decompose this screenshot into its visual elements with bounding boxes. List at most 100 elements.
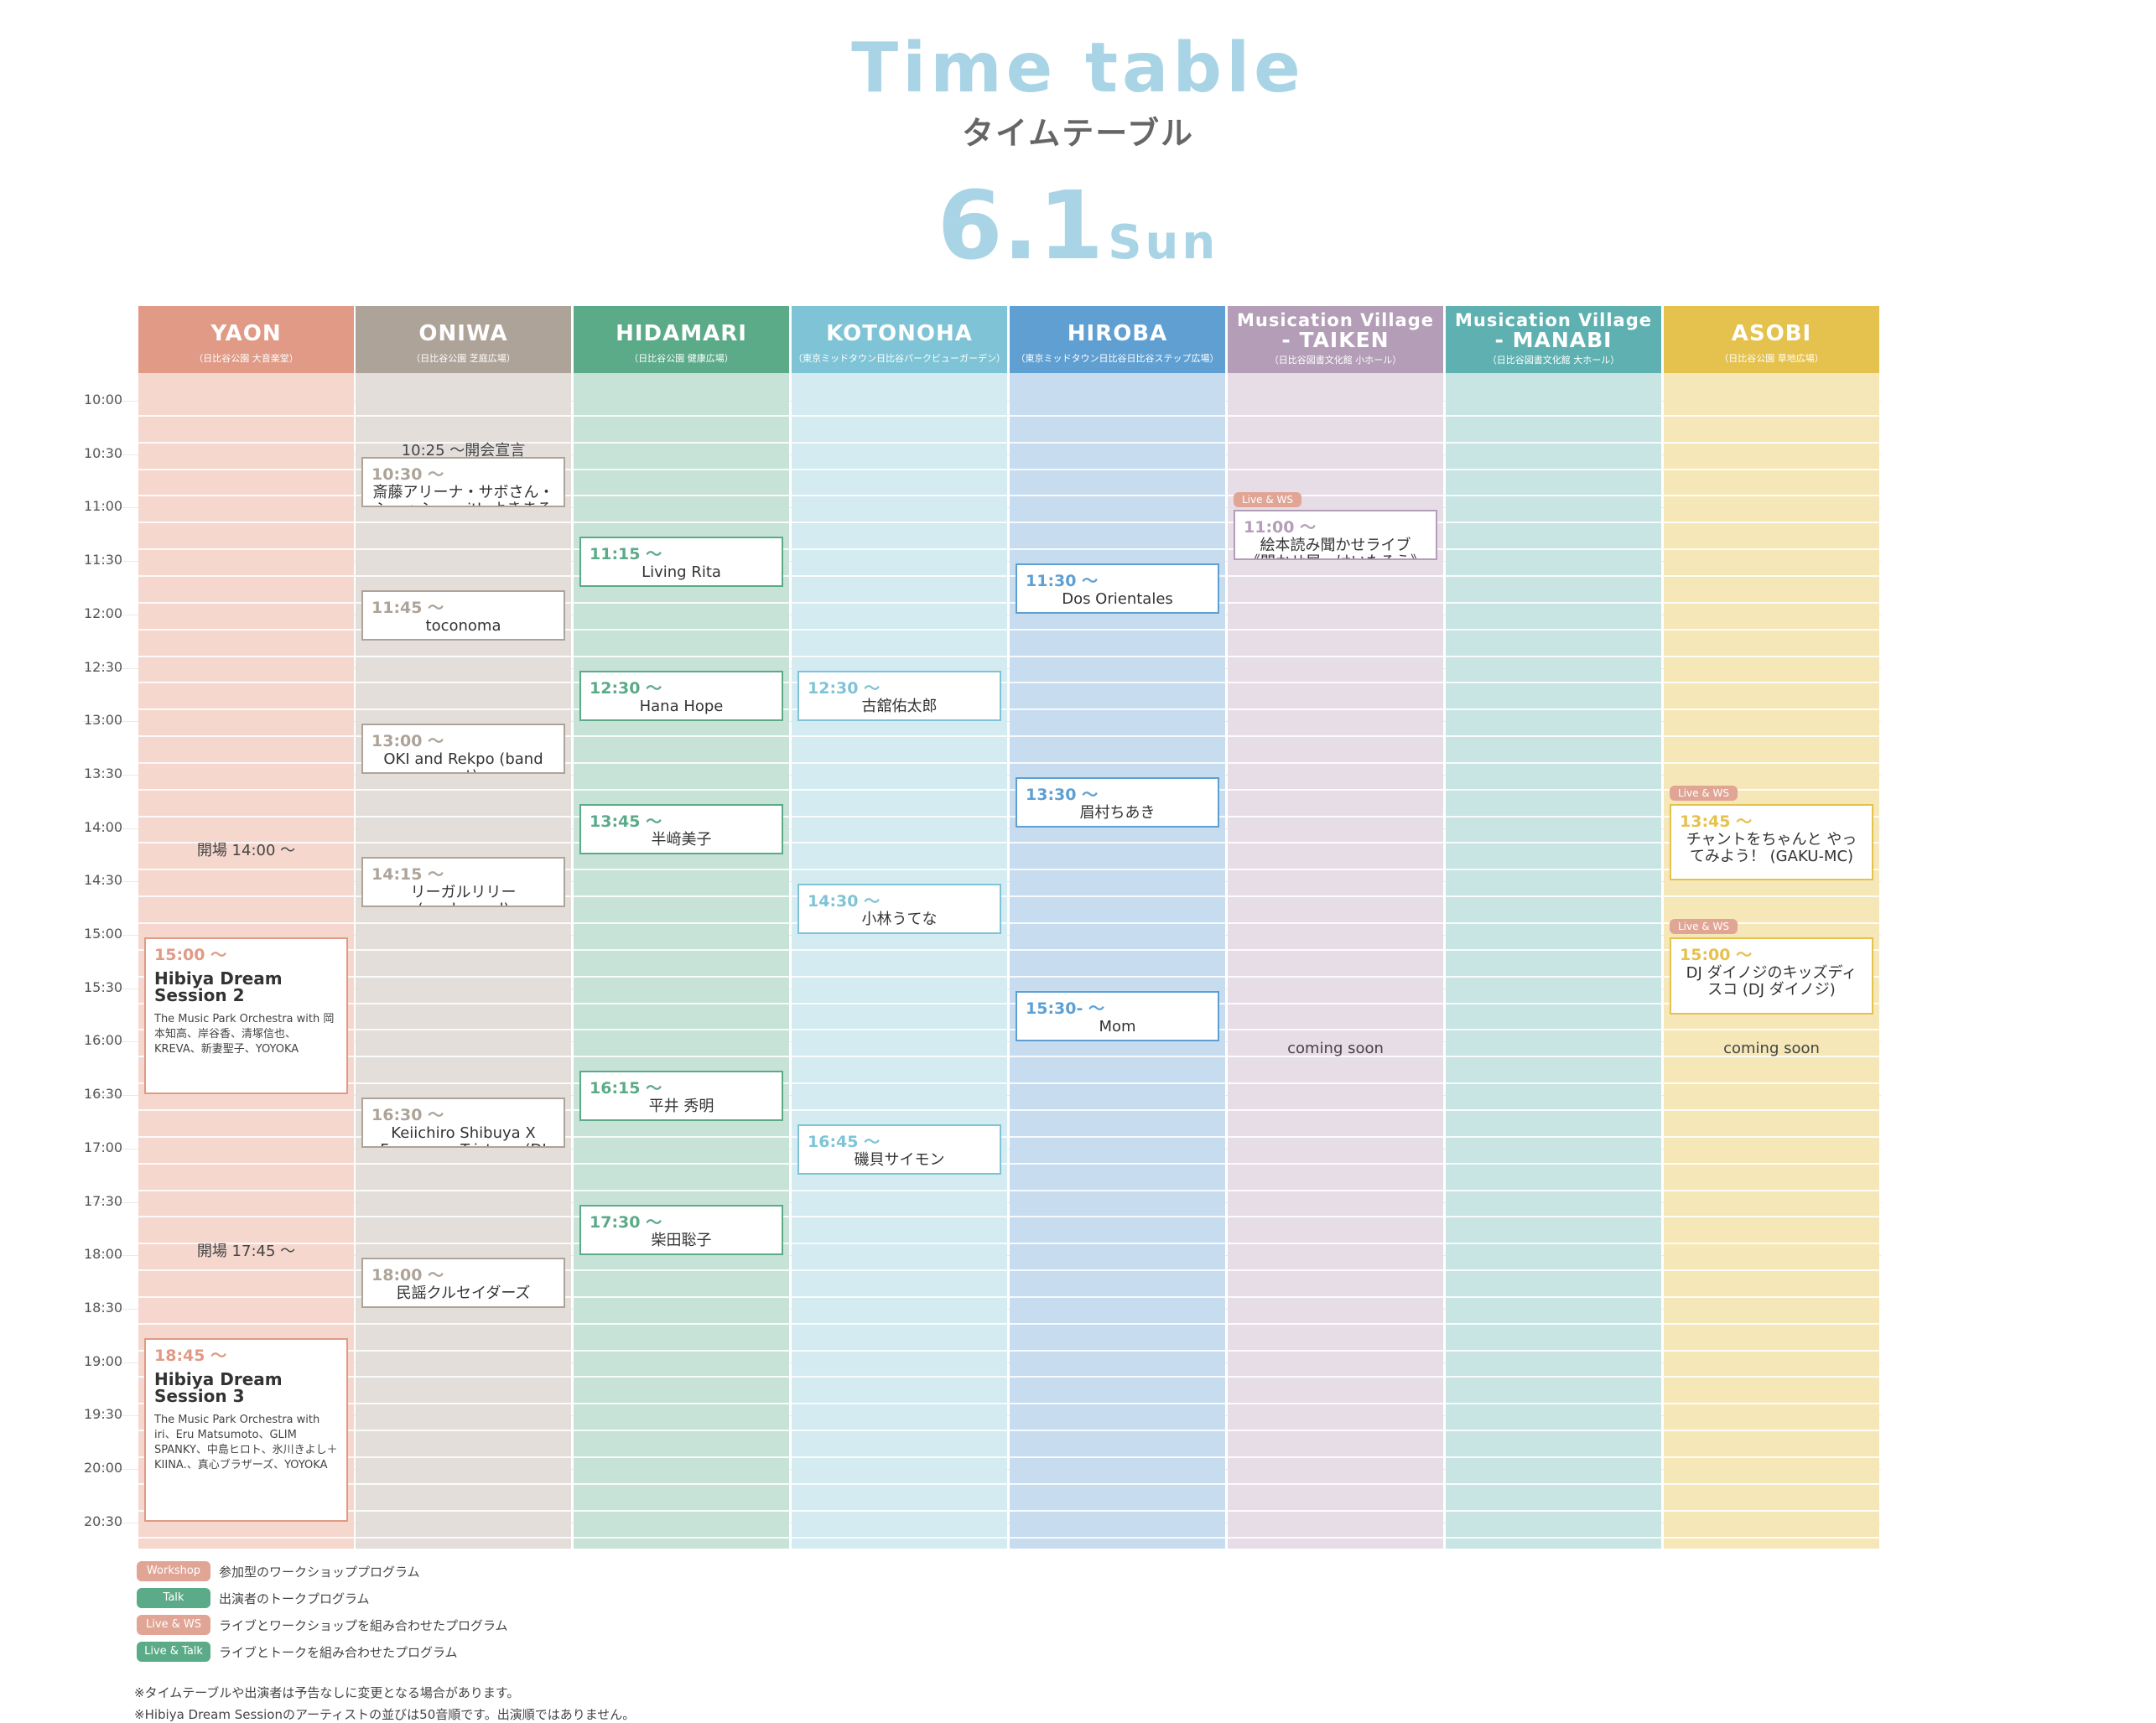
- stage-name: Musication Village - TAIKEN: [1228, 306, 1443, 351]
- row-divider: [574, 1002, 789, 1004]
- row-divider: [138, 414, 354, 417]
- row-divider: [1446, 1509, 1661, 1512]
- row-divider: [138, 628, 354, 631]
- row-divider: [138, 922, 354, 924]
- row-divider: [1228, 1269, 1443, 1272]
- event-time: 13:30 〜: [1026, 785, 1099, 804]
- row-divider: [792, 1430, 1007, 1432]
- row-divider: [356, 1216, 571, 1218]
- page-title-ja: タイムテーブル: [962, 115, 1194, 152]
- stage-header-yaon[interactable]: YAON （日比谷公園 大音楽堂）: [138, 306, 354, 373]
- time-label: 13:30: [84, 765, 123, 781]
- row-divider: [1010, 735, 1225, 738]
- event-time: 13:45 〜: [1680, 812, 1753, 831]
- row-divider: [1664, 1189, 1879, 1191]
- row-divider: [138, 601, 354, 604]
- stage-body: [356, 373, 571, 1549]
- stage-header-hiroba[interactable]: HIROBA （東京ミッドタウン日比谷日比谷ステップ広場）: [1010, 306, 1225, 373]
- row-divider: [1010, 1162, 1225, 1165]
- event-card[interactable]: 16:15 〜平井 秀明: [579, 1071, 783, 1122]
- row-divider: [1664, 1029, 1879, 1031]
- event-card[interactable]: 12:30 〜 Hana Hope: [579, 670, 783, 721]
- time-label: 18:30: [84, 1299, 123, 1316]
- event-card[interactable]: 13:45 〜半﨑美子: [579, 803, 783, 854]
- row-divider: [1228, 922, 1443, 924]
- row-divider: [792, 522, 1007, 524]
- event-card[interactable]: 13:00 〜OKI and Rekpo (band set): [361, 724, 565, 775]
- row-divider: [1010, 1295, 1225, 1298]
- event-name: Keiichiro Shibuya X Francesco Tristano (…: [380, 1124, 546, 1147]
- row-divider: [792, 1295, 1007, 1298]
- row-divider: [574, 601, 789, 604]
- row-divider: [1446, 815, 1661, 817]
- row-divider: [1446, 1295, 1661, 1298]
- event-card[interactable]: 11:00 〜絵本読み聞かせライブ 《聞かせ屋。けいたろう》: [1234, 510, 1437, 561]
- row-divider: [1010, 682, 1225, 684]
- event-card[interactable]: 12:30 〜古舘佑太郎: [797, 670, 1001, 721]
- row-divider: [792, 1509, 1007, 1512]
- row-divider: [1228, 788, 1443, 791]
- row-divider: [138, 708, 354, 711]
- row-divider: [138, 895, 354, 898]
- row-divider: [1446, 468, 1661, 470]
- event-card-large[interactable]: 18:45 〜 Hibiya Dream Session 3 The Music P…: [144, 1337, 348, 1522]
- event-card[interactable]: 14:30 〜小林うてな: [797, 884, 1001, 935]
- event-card[interactable]: 16:30 〜Keiichiro Shibuya X Francesco Tri…: [361, 1098, 565, 1149]
- event-card[interactable]: 18:00 〜民謡クルセイダーズ: [361, 1258, 565, 1309]
- event-card[interactable]: 14:15 〜リーガルリリー (unplugged): [361, 857, 565, 908]
- time-label: 17:00: [84, 1139, 123, 1155]
- row-divider: [1228, 869, 1443, 871]
- row-divider: [356, 522, 571, 524]
- event-card[interactable]: 15:30- 〜 Mom: [1016, 990, 1219, 1041]
- time-label: 13:00: [84, 712, 123, 729]
- row-divider: [356, 1536, 571, 1539]
- stage-column-taiken: Musication Village - TAIKEN （日比谷図書文化館 小ホール…: [1228, 306, 1443, 1549]
- stage-header-asobi[interactable]: ASOBI （日比谷公園 草地広場）: [1664, 306, 1879, 373]
- legend-text: ライブとワークショップを組み合わせたプログラム: [219, 1617, 508, 1633]
- row-divider: [1228, 1243, 1443, 1245]
- row-divider: [1664, 682, 1879, 684]
- event-card[interactable]: 11:15 〜 Living Rita: [579, 537, 783, 588]
- event-card[interactable]: 16:45 〜磯貝サイモン: [797, 1124, 1001, 1175]
- row-divider: [792, 574, 1007, 577]
- row-divider: [1010, 842, 1225, 844]
- row-divider: [792, 1456, 1007, 1458]
- stage-header-taiken[interactable]: Musication Village - TAIKEN （日比谷図書文化館 小ホール…: [1228, 306, 1443, 373]
- event-card[interactable]: 13:45 〜チャントをちゃんと やってみよう！ (GAKU-MC): [1670, 803, 1873, 881]
- row-divider: [356, 1243, 571, 1245]
- stage-name-line1: Musication Village: [1454, 310, 1652, 330]
- row-divider: [138, 735, 354, 738]
- time-label: 15:00: [84, 926, 123, 942]
- event-card-large[interactable]: 15:00 〜 Hibiya Dream Session 2 The Music P…: [144, 937, 348, 1095]
- stage-header-kotonoha[interactable]: KOTONOHA （東京ミッドタウン日比谷パークビューガーデン）: [792, 306, 1007, 373]
- row-divider: [1446, 522, 1661, 524]
- row-divider: [356, 922, 571, 924]
- event-time: 12:30 〜: [590, 678, 662, 698]
- stage-header-manabi[interactable]: Musication Village - MANABI （日比谷図書文化館 大ホール…: [1446, 306, 1661, 373]
- event-card[interactable]: 17:30 〜柴田聡子: [579, 1204, 783, 1255]
- event-card[interactable]: 11:30 〜 Dos Orientales: [1016, 563, 1219, 615]
- event-card[interactable]: 10:30 〜斎藤アリーナ・サボさん・シュッシュ with よきまるバンド: [361, 456, 565, 507]
- row-divider: [1228, 1162, 1443, 1165]
- row-divider: [1010, 468, 1225, 470]
- event-card[interactable]: 11:45 〜 toconoma: [361, 589, 565, 641]
- row-divider: [1664, 1216, 1879, 1218]
- event-time: 14:30 〜: [808, 892, 881, 911]
- legend-item: Live & Talk ライブとトークを組み合わせたプログラム: [137, 1642, 458, 1662]
- event-time: 10:30 〜: [371, 464, 444, 484]
- event-card[interactable]: 13:30 〜眉村ちあき: [1016, 776, 1219, 828]
- stage-header-hidamari[interactable]: HIDAMARI （日比谷公園 健康広場）: [574, 306, 789, 373]
- row-divider: [356, 815, 571, 817]
- event-time: 15:00 〜: [1680, 946, 1753, 964]
- row-divider: [138, 574, 354, 577]
- row-divider: [1664, 1322, 1879, 1325]
- row-divider: [1664, 761, 1879, 764]
- stage-header-oniwa[interactable]: ONIWA （日比谷公園 芝庭広場）: [356, 306, 571, 373]
- row-divider: [138, 1162, 354, 1165]
- event-card[interactable]: 15:00 〜 DJ ダイノジのキッズディスコ (DJ ダイノジ): [1670, 937, 1873, 1015]
- row-divider: [356, 548, 571, 551]
- row-divider: [574, 1135, 789, 1138]
- row-divider: [792, 548, 1007, 551]
- row-divider: [792, 601, 1007, 604]
- row-divider: [138, 1108, 354, 1111]
